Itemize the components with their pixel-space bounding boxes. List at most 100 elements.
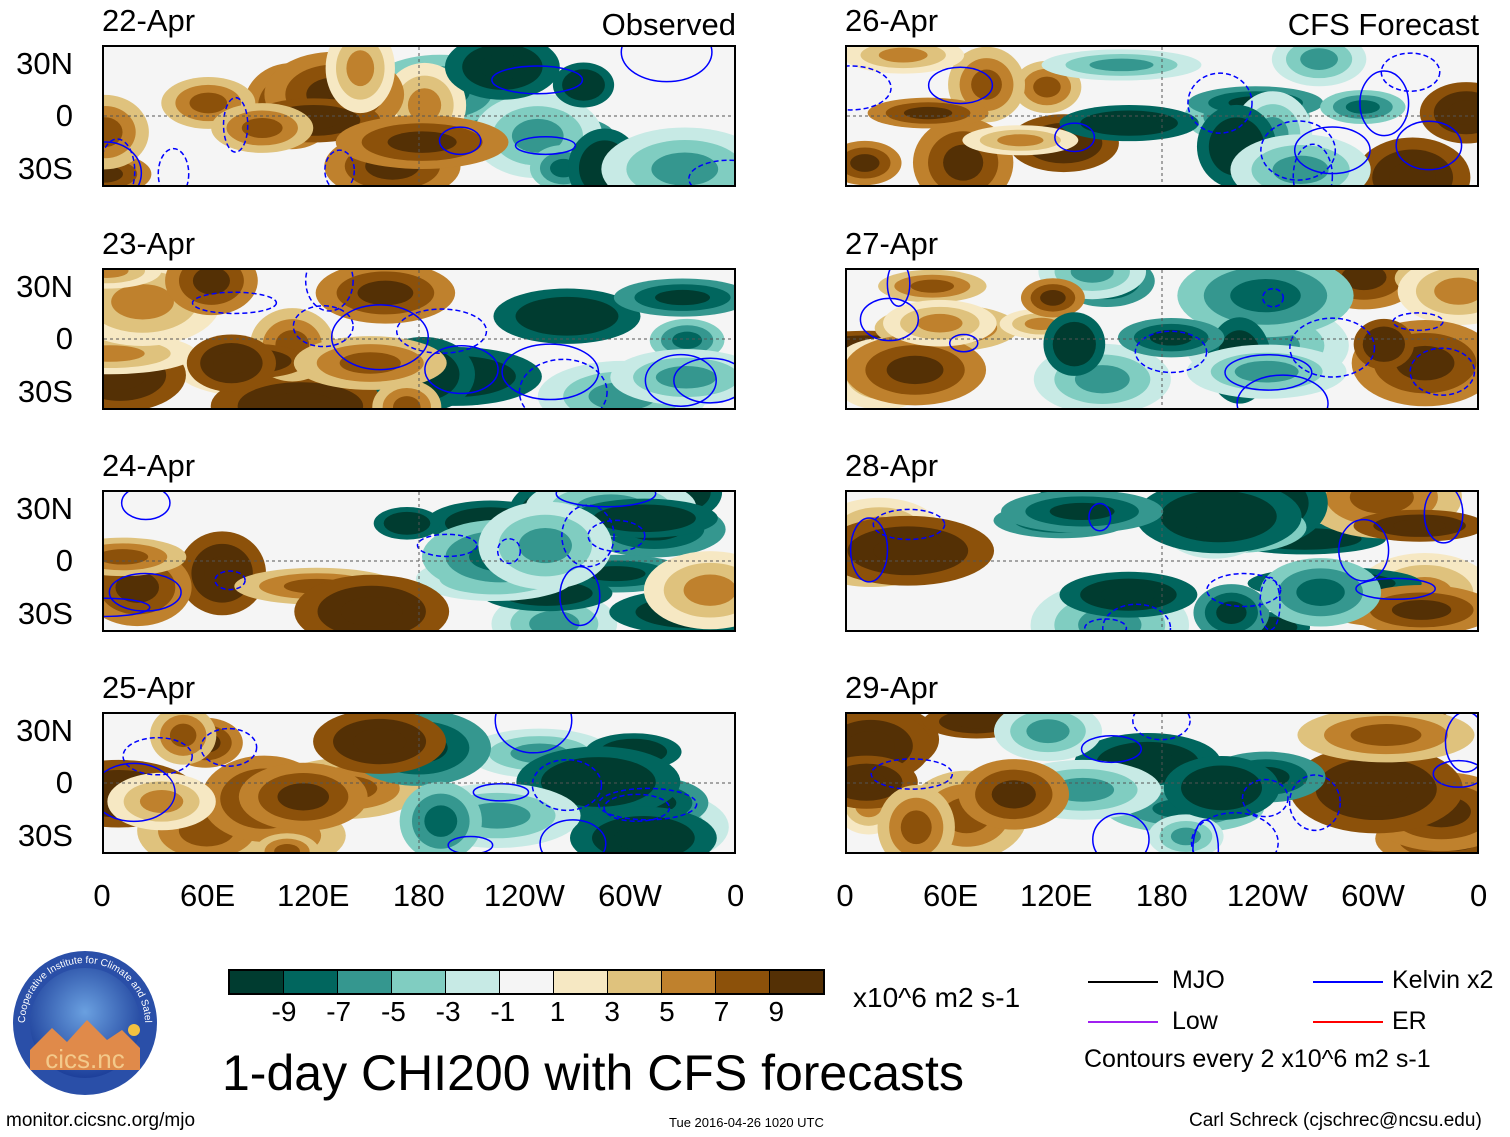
- kelvin-contour: [1359, 70, 1410, 137]
- x-tick-label: 180: [1135, 878, 1188, 913]
- map-panel: [845, 490, 1479, 632]
- y-tick-label: 30S: [17, 596, 73, 631]
- panel-date-label: 27-Apr: [845, 226, 939, 261]
- kelvin-contour: [330, 304, 430, 371]
- legend-label-kelvin: Kelvin x2: [1392, 966, 1494, 994]
- logo-text: cics.nc: [45, 1044, 124, 1074]
- positive-chi-region: [1447, 100, 1477, 126]
- kelvin-contour: [948, 333, 979, 353]
- positive-chi-region: [1341, 270, 1387, 291]
- units-label: x10^6 m2 s-1: [853, 982, 1021, 1013]
- positive-chi-region: [1040, 290, 1066, 306]
- positive-chi-region: [955, 714, 998, 729]
- y-tick-label: 0: [55, 98, 73, 133]
- positive-chi-region: [886, 355, 944, 385]
- negative-chi-region: [537, 305, 597, 328]
- kelvin-contour: [104, 597, 151, 618]
- x-tick-label: 60E: [180, 878, 236, 913]
- colorbar-tick-label: -9: [271, 996, 297, 1027]
- colorbar-swatch: [716, 971, 770, 993]
- negative-chi-region: [1185, 501, 1252, 532]
- legend-label-low: Low: [1172, 1007, 1218, 1035]
- positive-chi-region: [850, 154, 880, 172]
- x-tick-label: 0: [93, 878, 111, 913]
- x-tick-label: 60W: [1341, 878, 1405, 913]
- negative-chi-region: [424, 805, 458, 837]
- x-tick-label: 180: [392, 878, 445, 913]
- footer-url[interactable]: monitor.cicsnc.org/mjo: [6, 1110, 196, 1131]
- x-tick-label: 60W: [598, 878, 662, 913]
- positive-chi-region: [115, 571, 159, 603]
- positive-chi-region: [878, 47, 928, 63]
- kelvin-contour: [1260, 120, 1337, 181]
- negative-chi-region: [565, 767, 632, 797]
- kelvin-contour: [1292, 143, 1334, 185]
- map-panel: [102, 712, 736, 854]
- negative-chi-region: [615, 510, 674, 527]
- kelvin-contour: [1432, 759, 1477, 788]
- kelvin-contour: [673, 357, 734, 404]
- kelvin-contour: [1392, 312, 1444, 332]
- colorbar-swatch: [662, 971, 716, 993]
- kelvin-contour: [1262, 287, 1285, 308]
- negative-chi-region: [1049, 502, 1115, 521]
- positive-chi-region: [104, 345, 145, 362]
- kelvin-contour: [514, 135, 577, 156]
- panel-date-label: 24-Apr: [102, 448, 196, 483]
- y-tick-label: 30N: [16, 713, 73, 748]
- kelvin-contour: [559, 565, 601, 627]
- colorbar-swatch: [500, 971, 554, 993]
- kelvin-contour: [1444, 714, 1477, 773]
- positive-chi-region: [104, 549, 149, 565]
- colorbar-swatch: [284, 971, 338, 993]
- legend-line-er: [1313, 1021, 1383, 1023]
- negative-chi-region: [1300, 48, 1338, 70]
- positive-chi-region: [264, 392, 337, 408]
- negative-chi-region: [651, 152, 719, 185]
- legend-line-kelvin: [1313, 981, 1383, 983]
- kelvin-contour: [1259, 576, 1281, 630]
- kelvin-contour: [222, 96, 249, 153]
- negative-chi-region: [1070, 270, 1114, 283]
- colorbar-swatch: [446, 971, 500, 993]
- kelvin-contour: [847, 65, 892, 111]
- kelvin-contour: [1293, 126, 1371, 175]
- negative-chi-region: [511, 118, 564, 153]
- y-tick-label: 0: [55, 765, 73, 800]
- colorbar-tick-label: -1: [490, 996, 516, 1027]
- negative-chi-region: [1234, 360, 1299, 383]
- colorbar-swatch: [392, 971, 446, 993]
- kelvin-contour: [1289, 317, 1376, 378]
- colorbar-tick-label: -7: [326, 996, 352, 1027]
- kelvin-contour: [395, 308, 488, 354]
- negative-chi-region: [614, 825, 673, 851]
- kelvin-contour: [157, 147, 190, 185]
- kelvin-contour: [518, 358, 608, 408]
- kelvin-contour: [416, 533, 478, 558]
- panel-date-label: 29-Apr: [845, 670, 939, 705]
- negative-chi-region: [1026, 719, 1070, 744]
- kelvin-contour: [1092, 812, 1150, 852]
- kelvin-contour: [120, 492, 171, 521]
- positive-chi-region: [346, 50, 375, 87]
- kelvin-contour: [304, 270, 354, 312]
- kelvin-contour: [1134, 330, 1208, 374]
- colorbar-swatches: [228, 969, 825, 995]
- negative-chi-region: [655, 366, 717, 389]
- positive-chi-region: [1434, 277, 1477, 305]
- positive-chi-region: [1341, 771, 1411, 807]
- negative-chi-region: [1100, 585, 1156, 604]
- positive-chi-region: [873, 536, 943, 565]
- colorbar-tick-label: 7: [713, 996, 730, 1027]
- negative-chi-region: [571, 76, 596, 94]
- positive-chi-region: [104, 270, 129, 278]
- kelvin-contour: [200, 727, 258, 767]
- kelvin-contour: [1241, 778, 1289, 818]
- positive-chi-region: [917, 313, 963, 333]
- kelvin-contour: [1395, 120, 1463, 171]
- kelvin-contour: [472, 782, 530, 802]
- map-panel: [845, 268, 1479, 410]
- kelvin-contour: [191, 291, 278, 315]
- kelvin-contour: [104, 762, 176, 823]
- kelvin-contour: [438, 126, 482, 156]
